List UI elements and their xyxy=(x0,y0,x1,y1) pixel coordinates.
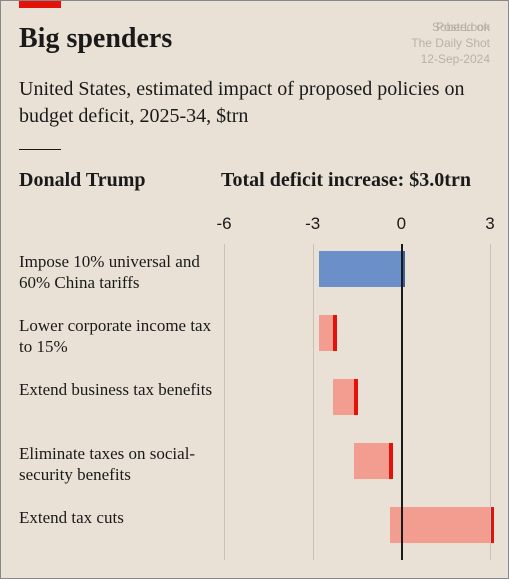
bar xyxy=(319,251,406,287)
bar xyxy=(333,379,358,415)
row-label: Extend tax cuts xyxy=(19,507,124,528)
grid-line xyxy=(490,244,491,560)
chart-title: Big spenders xyxy=(19,23,172,55)
divider xyxy=(19,149,61,150)
bar xyxy=(390,507,494,543)
watermark-sober: SoberLook xyxy=(432,19,490,35)
bars-layer xyxy=(224,251,490,560)
candidate-name: Donald Trump xyxy=(19,169,146,192)
axis-tick-label: 0 xyxy=(397,214,406,234)
row-label: Lower corporate income tax to 15% xyxy=(19,315,214,358)
bar xyxy=(354,443,393,479)
watermark-line: The Daily Shot xyxy=(411,35,490,51)
accent-tab xyxy=(19,1,61,8)
axis-tick-label: 3 xyxy=(485,214,494,234)
row-label: Eliminate taxes on social-security benef… xyxy=(19,443,214,486)
zero-line xyxy=(401,244,403,560)
waterfall-chart: Impose 10% universal and 60% China tarif… xyxy=(19,206,490,560)
bar xyxy=(319,315,338,351)
grid-line xyxy=(224,244,225,560)
grid-line xyxy=(313,244,314,560)
total-deficit: Total deficit increase: $3.0trn xyxy=(221,169,471,192)
chart-subtitle: United States, estimated impact of propo… xyxy=(19,76,468,130)
axis-tick-label: -3 xyxy=(305,214,320,234)
row-label: Extend business tax benefits xyxy=(19,379,212,400)
axis-tick-label: -6 xyxy=(216,214,231,234)
watermark-line: 12-Sep-2024 xyxy=(411,51,490,67)
row-label: Impose 10% universal and 60% China tarif… xyxy=(19,251,214,294)
plot-area: -6-303 xyxy=(224,206,490,560)
